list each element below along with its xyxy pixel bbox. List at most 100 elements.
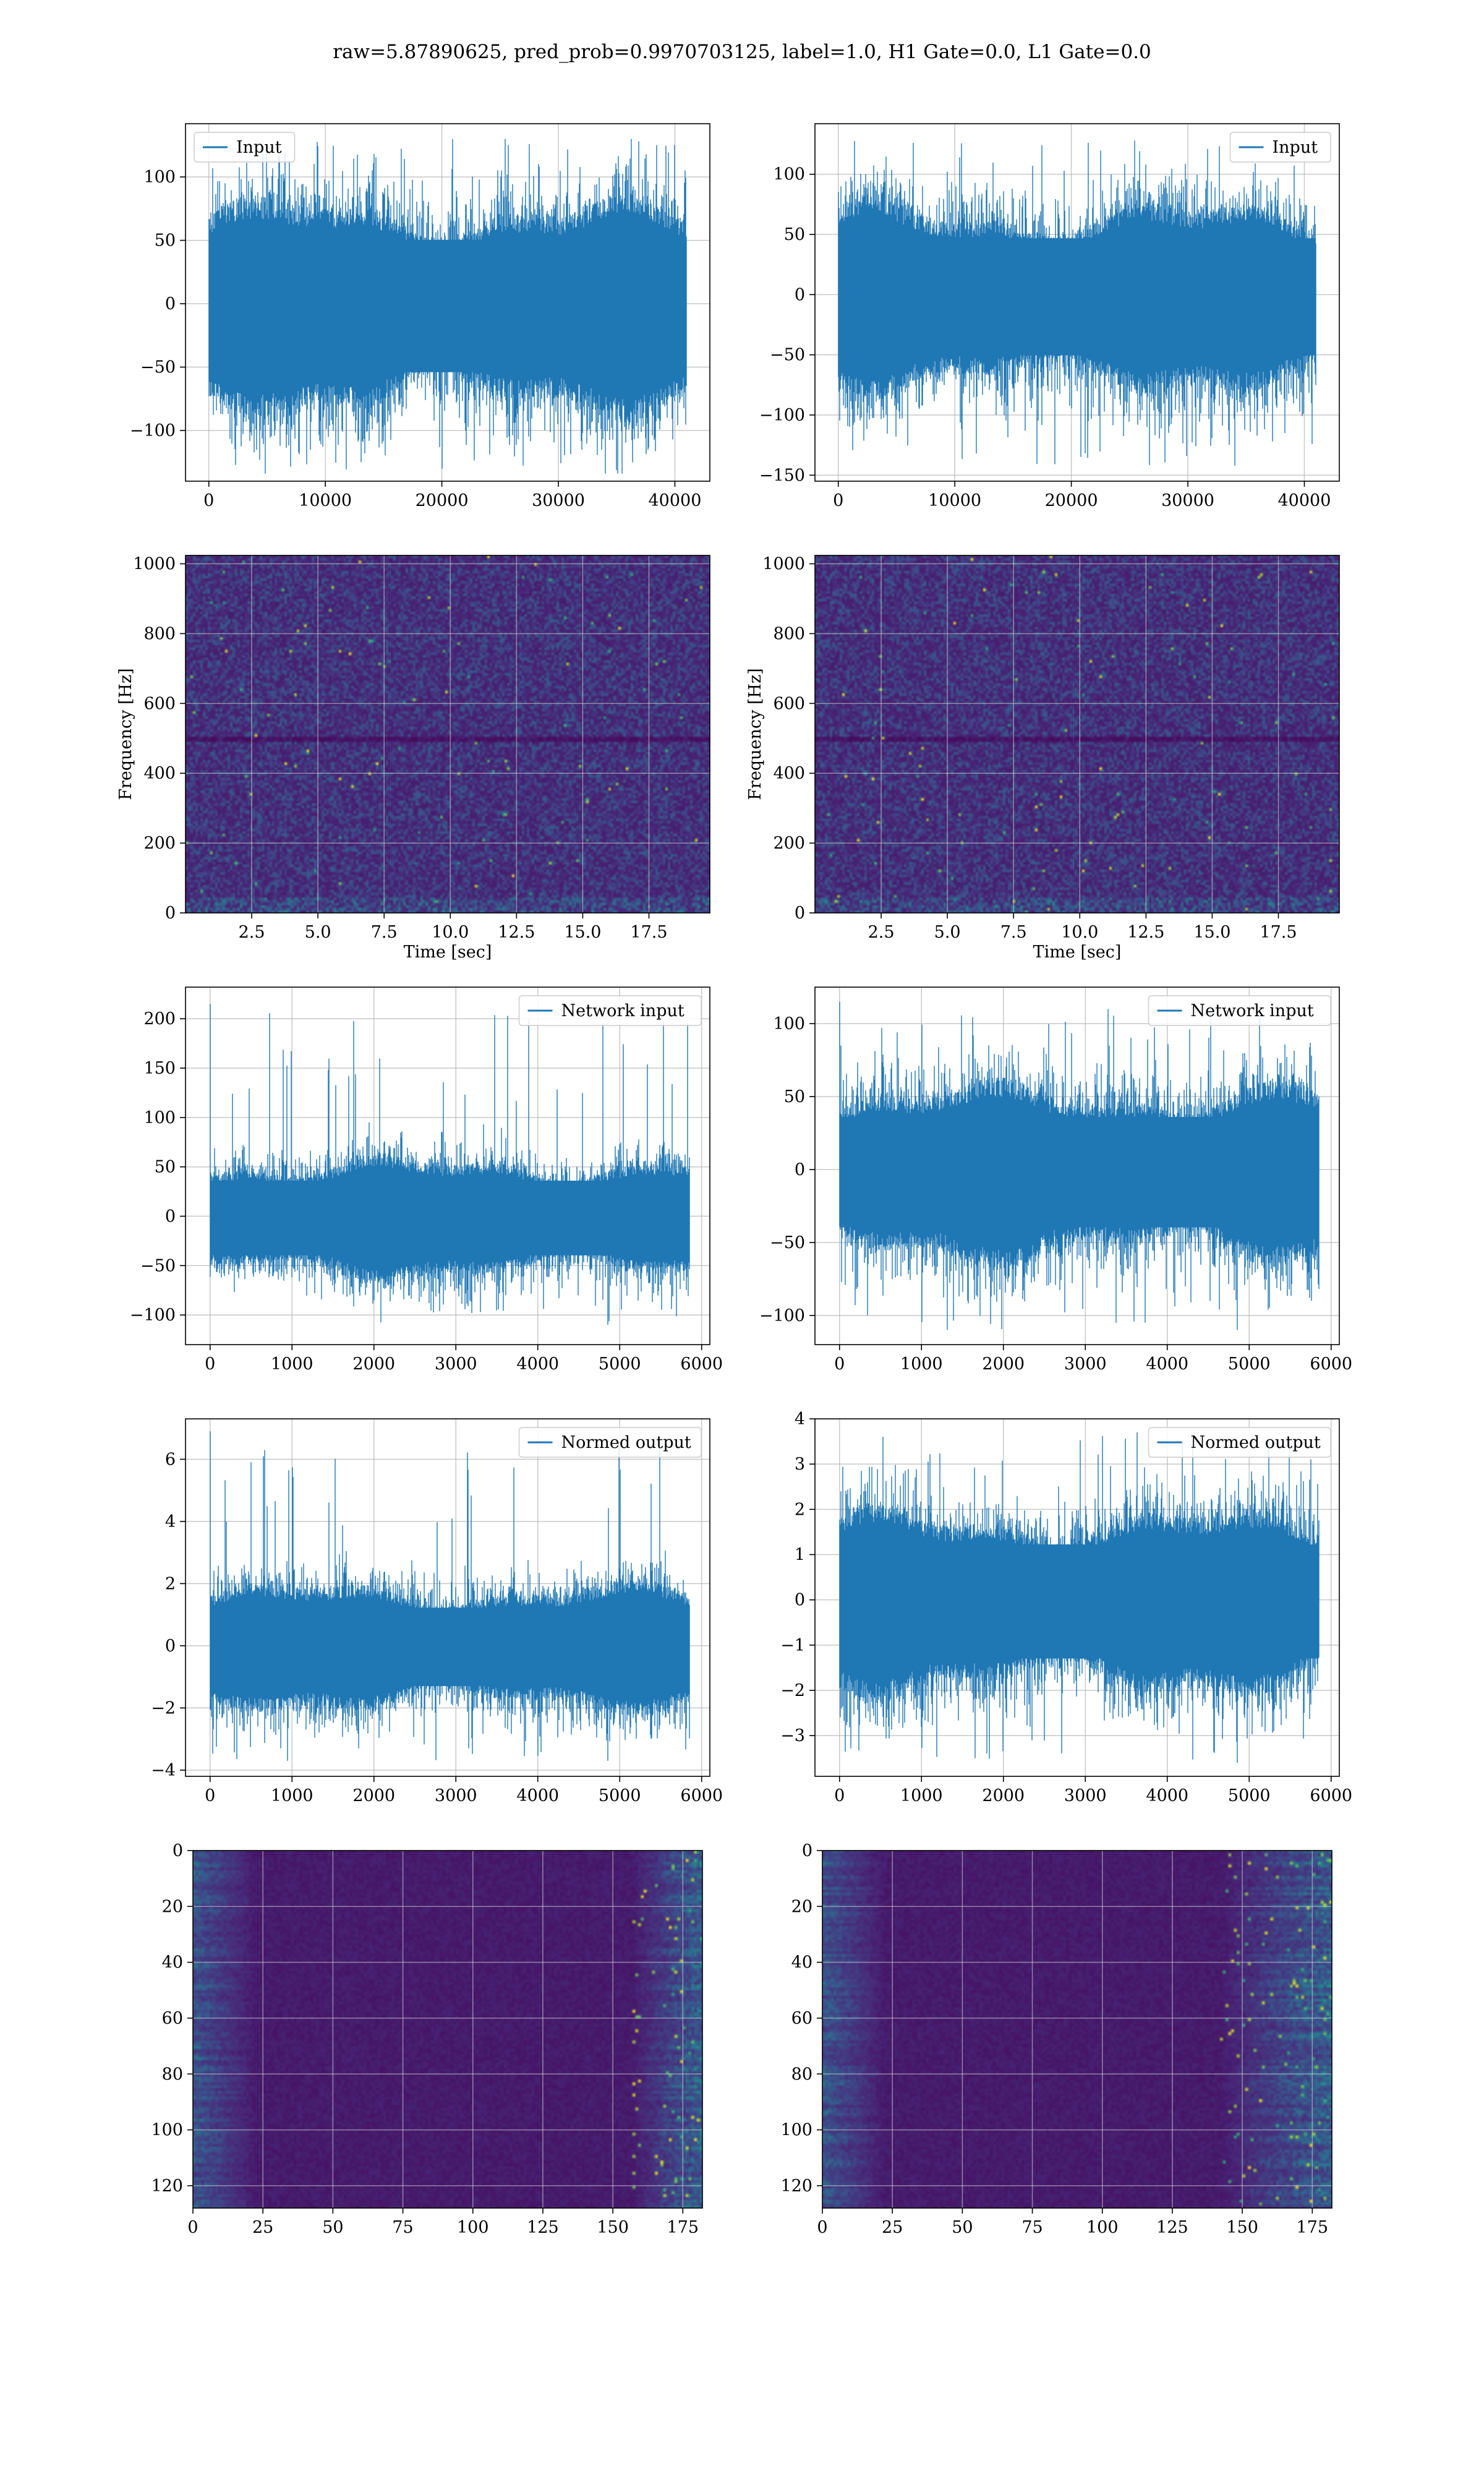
series-dense-band	[840, 1116, 1319, 1228]
y-tick-label: 600	[773, 694, 805, 713]
legend-box	[1148, 995, 1331, 1026]
y-tick-label: 2	[165, 1574, 176, 1593]
figure-title: raw=5.87890625, pred_prob=0.9970703125, …	[333, 41, 1151, 63]
x-tick-label: 1000	[900, 1355, 943, 1374]
x-tick-label: 12.5	[1127, 923, 1164, 942]
x-tick-label: 7.5	[371, 923, 398, 942]
x-tick-label: 125	[527, 2218, 559, 2237]
x-tick-label: 30000	[532, 491, 585, 510]
series-dense-band	[840, 1544, 1319, 1659]
y-tick-label: 0	[795, 904, 805, 923]
y-axis-label: Frequency [Hz]	[746, 668, 765, 800]
series-dense-band	[209, 239, 686, 372]
y-tick-label: 0	[165, 294, 176, 314]
x-tick-label: 4000	[516, 1786, 559, 1805]
normed-output-left-panel: 0 1000 2000 3000 4000 5000 6000 −4 −2 0 2 4 6 Normed …	[151, 1418, 723, 1805]
y-tick-label: 50	[784, 1087, 805, 1106]
y-tick-label: −100	[130, 1306, 176, 1325]
spectrogram-left-panel: 2.5 5.0 7.5 10.0 12.5 15.0 17.5 0 200 400 600 800 10…	[116, 555, 710, 962]
y-tick-label: −100	[759, 406, 805, 425]
x-tick-label: 6000	[1310, 1786, 1352, 1805]
y-tick-label: 100	[151, 2121, 183, 2140]
axes-frame	[192, 1850, 703, 2209]
axes-frame	[822, 1850, 1333, 2209]
x-tick-label: 3000	[435, 1355, 477, 1374]
x-tick-label: 15.0	[564, 923, 601, 942]
legend-label: Normed output	[561, 1433, 691, 1452]
x-tick-label: 40000	[649, 491, 702, 510]
x-tick-label: 5.0	[934, 923, 961, 942]
x-tick-label: 2000	[352, 1355, 395, 1374]
y-axis-label: Frequency [Hz]	[116, 668, 135, 800]
y-tick-label: 50	[155, 231, 176, 250]
x-tick-label: 100	[1086, 2218, 1119, 2237]
y-tick-label: 1000	[762, 555, 805, 574]
x-tick-label: 20000	[416, 491, 469, 510]
normed-output-right-panel: 0 1000 2000 3000 4000 5000 6000 −3 −2 −1 0 1 2 3 4 Norm…	[780, 1410, 1352, 1805]
y-tick-label: 400	[143, 764, 176, 783]
y-tick-label: 100	[780, 2121, 812, 2140]
x-tick-label: 17.5	[630, 923, 667, 942]
y-tick-label: 50	[784, 225, 805, 244]
x-tick-label: 0	[205, 1355, 215, 1374]
heatmap-image	[815, 555, 1339, 913]
axes-frame	[814, 1418, 1340, 1777]
y-tick-label: −4	[151, 1761, 176, 1780]
legend-box	[194, 132, 296, 163]
x-tick-label: 1000	[900, 1786, 943, 1805]
x-tick-label: 0	[187, 2218, 198, 2237]
network-input-right-panel: 0 1000 2000 3000 4000 5000 6000 −100 −50 0 50 100 Ne…	[759, 987, 1352, 1374]
y-tick-label: −1	[780, 1636, 805, 1655]
spectrogram-right-panel: 2.5 5.0 7.5 10.0 12.5 15.0 17.5 0 200 400 600 800 10…	[746, 555, 1340, 962]
heatmap-image	[193, 1851, 702, 2208]
x-tick-label: 20000	[1045, 491, 1098, 510]
x-tick-label: 175	[1297, 2218, 1329, 2237]
y-tick-label: 0	[795, 285, 805, 304]
y-tick-label: 200	[773, 834, 805, 853]
network-input-left-panel: 0 1000 2000 3000 4000 5000 6000 −100 −50 0 50 100 15…	[130, 987, 723, 1374]
x-tick-label: 30000	[1161, 491, 1214, 510]
y-tick-label: 0	[165, 1637, 176, 1656]
axes-frame	[814, 555, 1340, 914]
x-tick-label: 6000	[680, 1786, 723, 1805]
y-tick-label: 200	[143, 834, 176, 853]
y-tick-label: 0	[795, 1591, 805, 1610]
x-tick-label: 1000	[271, 1355, 313, 1374]
x-tick-label: 15.0	[1193, 923, 1230, 942]
y-tick-label: 2	[795, 1500, 805, 1519]
legend-label: Input	[1273, 138, 1318, 157]
x-tick-label: 100	[457, 2218, 489, 2237]
x-tick-label: 125	[1156, 2218, 1188, 2237]
x-tick-label: 6000	[680, 1355, 723, 1374]
y-tick-label: −2	[780, 1681, 805, 1700]
y-tick-label: −50	[770, 346, 805, 365]
x-tick-label: 175	[667, 2218, 699, 2237]
axes-frame	[185, 1418, 710, 1777]
x-axis-label: Time [sec]	[1033, 943, 1122, 962]
legend-label: Network input	[1191, 1001, 1314, 1021]
y-tick-label: −50	[140, 1256, 176, 1275]
y-tick-label: 0	[802, 1841, 812, 1860]
y-tick-label: 0	[165, 1207, 176, 1226]
x-tick-label: 5000	[599, 1786, 641, 1805]
y-tick-label: 4	[165, 1512, 176, 1531]
x-tick-label: 2000	[352, 1786, 395, 1805]
x-tick-label: 150	[1226, 2218, 1258, 2237]
y-tick-label: −150	[759, 466, 805, 485]
x-tick-label: 25	[882, 2218, 903, 2237]
y-tick-label: 6	[165, 1450, 176, 1469]
axes-frame	[814, 123, 1340, 482]
y-tick-label: 1000	[133, 555, 176, 574]
y-tick-label: 40	[791, 1953, 812, 1972]
y-tick-label: 100	[143, 168, 176, 187]
y-tick-label: 3	[795, 1455, 805, 1474]
x-axis-label: Time [sec]	[404, 943, 492, 962]
y-tick-label: 200	[143, 1009, 176, 1029]
x-tick-label: 2.5	[868, 923, 895, 942]
axes-frame	[185, 555, 710, 914]
legend-box	[1229, 132, 1331, 163]
x-tick-label: 4000	[1146, 1355, 1188, 1374]
axes-frame	[185, 123, 710, 482]
legend-box	[518, 995, 702, 1026]
y-tick-label: −100	[130, 421, 176, 440]
